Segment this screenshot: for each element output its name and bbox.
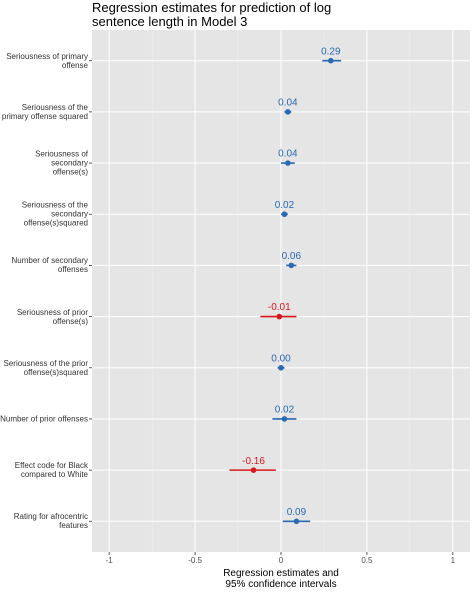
y-tick-label: Seriousness of prior offense(s) — [16, 307, 88, 326]
data-label: 0.02 — [275, 405, 295, 416]
x-tick-label: 1 — [451, 556, 456, 565]
x-tick-label: -0.5 — [188, 556, 202, 565]
y-tick-label: Seriousness of the secondary offense(s)s… — [21, 200, 88, 228]
y-tick-label: Number of secondary offenses — [11, 256, 88, 275]
y-tick-label: Number of prior offenses — [0, 414, 88, 424]
x-tick-label: -1 — [106, 556, 114, 565]
y-tick-label: Rating for afrocentric features — [13, 512, 88, 531]
data-label: 0.06 — [282, 251, 302, 262]
data-label: -0.01 — [268, 302, 291, 313]
point — [281, 416, 288, 422]
chart-title: Regression estimates for prediction of l… — [92, 0, 332, 29]
data-label: -0.16 — [242, 456, 265, 467]
x-axis-label: Regression estimates and 95% confidence … — [223, 568, 339, 590]
point — [285, 109, 291, 115]
y-tick-label: Seriousness of the prior offense(s)squar… — [3, 358, 89, 377]
y-tick-label: Effect code for Black compared to White — [14, 461, 88, 480]
y-tick-label: Seriousness of secondary offense(s) — [35, 149, 88, 177]
data-label: 0.04 — [278, 149, 298, 160]
point — [293, 518, 300, 525]
point — [328, 57, 334, 64]
data-label: 0.04 — [278, 98, 298, 109]
data-label: 0.29 — [321, 46, 341, 57]
data-label: 0.00 — [271, 353, 291, 364]
data-label: 0.02 — [275, 200, 295, 211]
point — [288, 262, 295, 269]
point — [281, 211, 288, 218]
data-label: 0.09 — [287, 507, 307, 518]
y-tick-label: Seriousness of primary offense — [6, 51, 88, 70]
x-tick-label: 0.5 — [361, 556, 373, 565]
point — [278, 364, 284, 371]
point — [276, 313, 283, 320]
point — [285, 160, 291, 166]
point — [250, 467, 257, 473]
x-tick-label: 0 — [279, 556, 284, 565]
y-tick-label: Seriousness of the primary offense squar… — [1, 102, 88, 121]
